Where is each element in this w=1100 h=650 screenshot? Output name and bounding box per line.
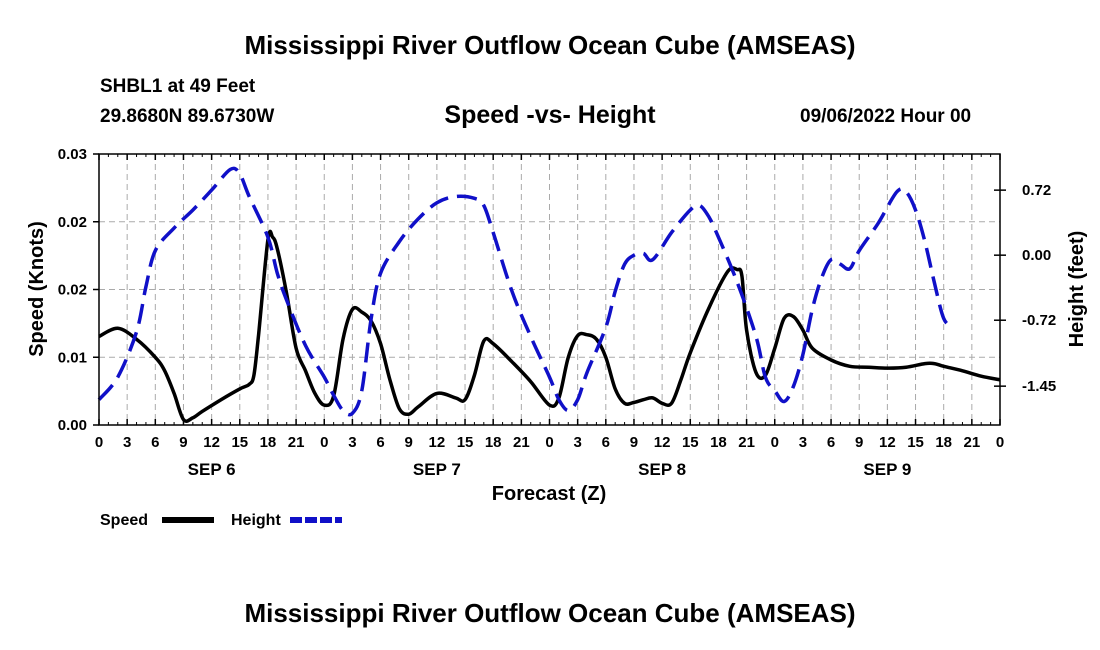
date-stamp: 09/06/2022 Hour 00 <box>800 106 972 127</box>
x-tick-label: 3 <box>573 434 581 451</box>
x-tick-label: 0 <box>545 434 553 451</box>
x-tick-label: 15 <box>231 434 248 451</box>
x-tick-label: 3 <box>799 434 807 451</box>
x-tick-label: 18 <box>710 434 727 451</box>
day-label: SEP 7 <box>413 460 461 479</box>
x-axis-ticks: 0 3 6 9 12 15 18 21 0 3 6 9 12 15 18 21 0 3 6 9 12 15 18 21 0 3 6 9… <box>95 154 1004 451</box>
grid-lines <box>99 154 1000 425</box>
x-tick-label: 6 <box>602 434 610 451</box>
day-label: SEP 9 <box>863 460 911 479</box>
y2-tick-label: -0.72 <box>1022 312 1056 329</box>
bottom-title: Mississippi River Outflow Ocean Cube (AM… <box>244 598 856 628</box>
coordinates-label: 29.8680N 89.6730W <box>100 106 275 127</box>
x-tick-label: 0 <box>320 434 328 451</box>
x-tick-label: 18 <box>260 434 277 451</box>
y-tick-label: 0.02 <box>58 282 87 299</box>
y2-tick-label: 0.72 <box>1022 182 1051 199</box>
y2-axis-title: Height (feet) <box>1066 231 1088 348</box>
x-tick-label: 9 <box>179 434 187 451</box>
speed-series-line <box>98 229 1001 423</box>
x-tick-label: 9 <box>405 434 413 451</box>
x-tick-label: 21 <box>964 434 981 451</box>
chart-subtitle: Speed -vs- Height <box>444 101 656 129</box>
x-tick-label: 21 <box>738 434 755 451</box>
day-label: SEP 6 <box>188 460 236 479</box>
y-tick-label: 0.00 <box>58 417 87 434</box>
y-axis-title: Speed (Knots) <box>26 221 48 357</box>
x-tick-label: 6 <box>376 434 384 451</box>
x-tick-label: 12 <box>203 434 220 451</box>
x-tick-label: 12 <box>654 434 671 451</box>
day-label: SEP 8 <box>638 460 686 479</box>
x-tick-label: 15 <box>682 434 699 451</box>
x-tick-label: 3 <box>123 434 131 451</box>
speed-height-chart: 0 3 6 9 12 15 18 21 0 3 6 9 12 15 18 21 0 3 6 9 12 15 18 21 0 3 6 9… <box>26 146 1088 529</box>
y2-tick-label: 0.00 <box>1022 247 1051 264</box>
height-series-line <box>97 166 955 417</box>
x-tick-label: 9 <box>630 434 638 451</box>
y-tick-label: 0.01 <box>58 349 87 366</box>
x-tick-label: 6 <box>827 434 835 451</box>
x-tick-label: 0 <box>996 434 1004 451</box>
x-tick-label: 6 <box>151 434 159 451</box>
legend: Speed Height <box>100 512 342 529</box>
main-title: Mississippi River Outflow Ocean Cube (AM… <box>244 30 856 60</box>
y-tick-label: 0.03 <box>58 146 87 163</box>
x-tick-label: 12 <box>429 434 446 451</box>
series-layer <box>97 166 1001 423</box>
x-tick-label: 15 <box>457 434 474 451</box>
y2-axis-ticks: -1.45 -0.72 0.00 0.72 <box>994 182 1056 395</box>
x-tick-label: 3 <box>348 434 356 451</box>
day-labels: SEP 6 SEP 7 SEP 8 SEP 9 <box>188 460 912 479</box>
x-tick-label: 18 <box>485 434 502 451</box>
x-tick-label: 18 <box>935 434 952 451</box>
y-tick-label: 0.02 <box>58 214 87 231</box>
y2-tick-label: -1.45 <box>1022 378 1056 395</box>
x-tick-label: 0 <box>95 434 103 451</box>
x-tick-label: 9 <box>855 434 863 451</box>
x-tick-label: 0 <box>771 434 779 451</box>
y-axis-ticks: 0.00 0.01 0.02 0.02 0.03 <box>58 146 99 434</box>
x-tick-label: 21 <box>513 434 530 451</box>
station-label: SHBL1 at 49 Feet <box>100 76 256 97</box>
legend-label-height: Height <box>231 512 281 529</box>
x-tick-label: 12 <box>879 434 896 451</box>
x-axis-title: Forecast (Z) <box>492 483 606 505</box>
x-tick-label: 15 <box>907 434 924 451</box>
legend-label-speed: Speed <box>100 512 148 529</box>
x-tick-label: 21 <box>288 434 305 451</box>
